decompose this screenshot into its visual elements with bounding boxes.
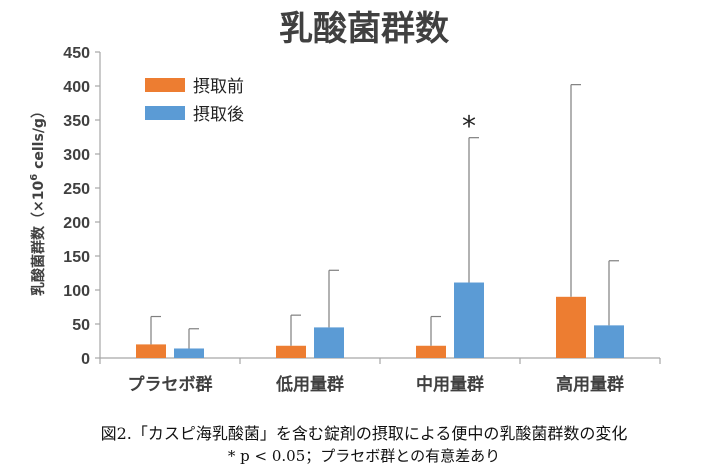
significance-marker: * — [462, 110, 476, 143]
chart-title: 乳酸菌群数 — [279, 9, 449, 49]
bar — [314, 327, 344, 358]
bar — [454, 282, 484, 358]
significance-note: * p < 0.05；プラセボ群との有意差あり — [227, 447, 501, 465]
y-axis-label-unit: cells/g） — [31, 104, 47, 174]
y-tick-label: 200 — [63, 215, 90, 232]
bar — [174, 348, 204, 358]
bars — [136, 282, 624, 358]
x-tick-label: 高用量群 — [556, 374, 624, 395]
y-tick-label: 0 — [81, 351, 90, 368]
y-tick-label: 350 — [63, 113, 90, 130]
figure-caption: 図2.「カスピ海乳酸菌」を含む錠剤の摂取による便中の乳酸菌群数の変化 — [100, 424, 628, 443]
legend-label-after: 摂取後 — [193, 105, 244, 125]
x-tick-label: 低用量群 — [275, 374, 344, 395]
bar — [556, 296, 586, 358]
y-tick-label: 400 — [63, 79, 90, 96]
tick-labels: 0 50 100 150 200 250 300 350 400 450 プラセボ群 低用量群 中用量群… — [63, 45, 624, 395]
y-tick-label: 450 — [63, 45, 90, 62]
bar — [136, 344, 166, 358]
y-axis-label-main: 乳酸菌群数（×10 — [30, 180, 47, 295]
y-tick-label: 300 — [63, 147, 90, 164]
legend: 摂取前 摂取後 — [145, 77, 244, 125]
bar — [416, 345, 446, 358]
y-axis-label-exponent: 6 — [29, 174, 40, 181]
y-tick-label: 150 — [63, 249, 90, 266]
bar — [276, 345, 306, 358]
y-tick-label: 50 — [72, 317, 90, 334]
x-tick-label: 中用量群 — [416, 374, 484, 395]
legend-swatch-before — [145, 78, 185, 92]
x-tick-label: プラセボ群 — [128, 374, 213, 395]
y-tick-label: 250 — [63, 181, 90, 198]
legend-swatch-after — [145, 106, 185, 120]
y-axis-label: 乳酸菌群数（×106 cells/g） — [29, 104, 47, 296]
error-bars — [150, 84, 619, 349]
y-tick-label: 100 — [63, 283, 90, 300]
bar-chart: 乳酸菌群数 乳酸菌群数（×106 cells/g） 0 50 100 150 200 25… — [29, 9, 661, 395]
legend-label-before: 摂取前 — [193, 77, 244, 97]
bar — [594, 325, 624, 358]
